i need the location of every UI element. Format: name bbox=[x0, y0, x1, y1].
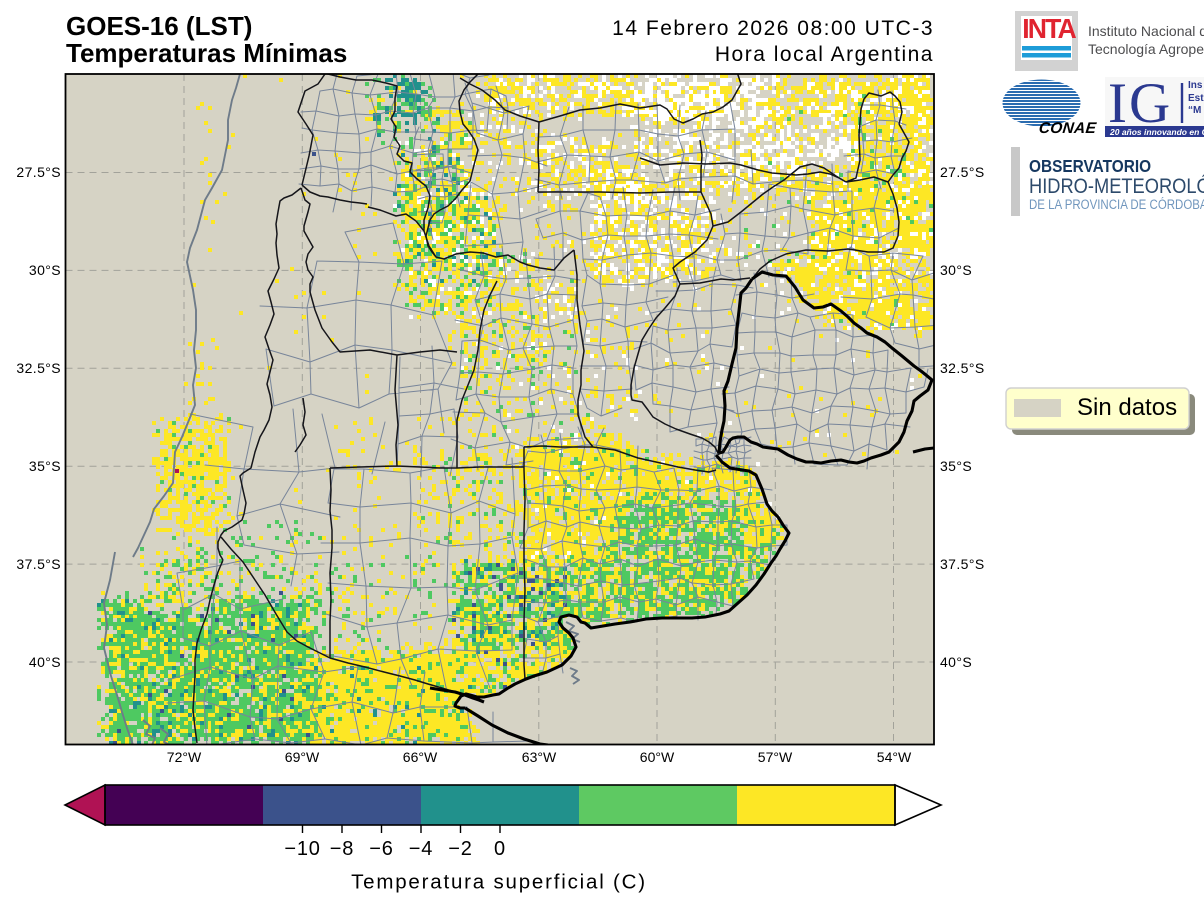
svg-text:CONAE: CONAE bbox=[1038, 120, 1098, 137]
